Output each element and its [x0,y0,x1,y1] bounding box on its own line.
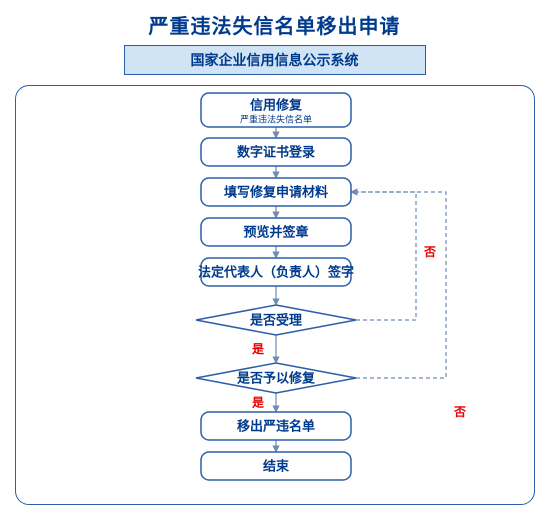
edge-label-yes: 是 [250,396,264,410]
page-title: 严重违法失信名单移出申请 [0,10,549,39]
node-n4-label: 预览并签章 [243,224,308,239]
node-d1-label: 是否受理 [248,312,301,327]
node-n1-label: 信用修复 [249,97,302,112]
edge-loop-d2-n3 [351,192,446,378]
edge-label-no: 否 [422,245,435,259]
node-n3-label: 填写修复申请材料 [223,184,327,199]
node-d2-label: 是否予以修复 [235,370,315,385]
flowchart-frame: 是是否否信用修复严重违法失信名单数字证书登录填写修复申请材料预览并签章法定代表人… [15,85,535,505]
node-n7-label: 结束 [262,458,289,473]
node-n1-sub: 严重违法失信名单 [239,113,311,124]
flowchart-svg: 是是否否信用修复严重违法失信名单数字证书登录填写修复申请材料预览并签章法定代表人… [16,86,536,506]
node-n5-label: 法定代表人（负责人）签字 [197,264,353,279]
system-subtitle: 国家企业信用信息公示系统 [124,45,426,75]
edge-label-yes: 是 [250,342,264,356]
node-n6-label: 移出严违名单 [236,418,314,433]
edge-label-no: 否 [452,405,465,419]
edge-loop-d1-n3 [351,192,416,320]
node-n2-label: 数字证书登录 [236,144,314,159]
